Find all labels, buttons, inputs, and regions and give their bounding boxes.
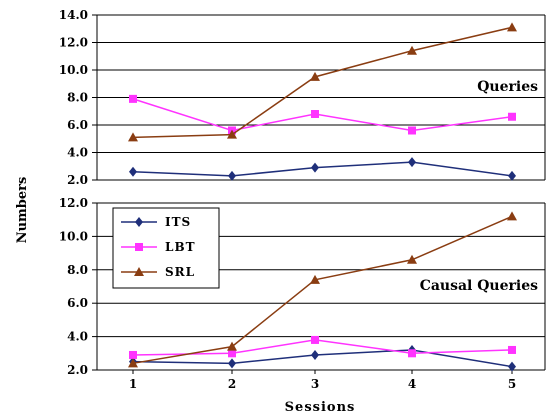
causal-queries-series-lbt-line (132, 339, 513, 356)
causal-queries-x-tick-label: 4 (408, 377, 416, 391)
queries-series-srl-line (132, 26, 513, 139)
causal-queries-series-srl-point (310, 274, 320, 284)
queries-panel-title: Queries (477, 79, 538, 95)
queries-series-lbt-line (132, 98, 513, 132)
causal-queries-series-lbt-point (311, 335, 319, 344)
causal-queries-series-srl-point (128, 358, 138, 368)
causal-queries-series-lbt-point (408, 349, 416, 358)
legend-lbt-marker (135, 243, 143, 251)
queries-y-tick-label: 12.0 (59, 36, 88, 50)
queries-series-lbt-point (508, 112, 516, 121)
queries-series-its-line (132, 161, 513, 177)
queries-series-its-point (228, 170, 236, 181)
causal-queries-x-tick-label: 5 (508, 377, 516, 391)
queries-series-its-point (311, 162, 319, 173)
causal-queries-series-srl-point (407, 254, 417, 264)
queries-series-srl-point (310, 71, 320, 81)
queries-series-its-point (129, 166, 137, 177)
causal-queries-series-lbt-point (129, 350, 137, 359)
queries-series-srl-point (407, 45, 417, 55)
legend-lbt-label: LBT (165, 240, 196, 254)
causal-queries-series-its-point (228, 358, 236, 369)
causal-queries-series-its-point (311, 349, 319, 360)
causal-queries-y-tick-label: 4.0 (67, 330, 88, 344)
causal-queries-y-tick-label: 6.0 (67, 296, 88, 310)
legend-srl-marker (134, 267, 144, 276)
causal-queries-x-tick-label: 2 (228, 377, 236, 391)
queries-y-tick-label: 2.0 (67, 173, 88, 187)
causal-queries-series-its-point (508, 361, 516, 372)
causal-queries-y-tick-label: 10.0 (59, 229, 88, 243)
causal-queries-y-tick-label: 12.0 (59, 196, 88, 210)
queries-panel: 2.0 4.0 6.0 8.0 10.0 12.0 14.0 Queries (59, 8, 546, 187)
causal-queries-series-lbt-point (228, 349, 236, 358)
causal-queries-series-srl-point (227, 341, 237, 351)
queries-y-tick-label: 6.0 (67, 118, 88, 132)
queries-y-tick-label: 8.0 (67, 91, 88, 105)
causal-queries-y-tick-label: 8.0 (67, 263, 88, 277)
legend-its-label: ITS (165, 215, 191, 229)
causal-queries-series-srl-point (507, 211, 517, 221)
queries-series-lbt-point (408, 126, 416, 135)
causal-queries-series-lbt-point (508, 345, 516, 354)
queries-y-tick-label: 10.0 (59, 63, 88, 77)
causal-queries-x-tick-label: 3 (311, 377, 319, 391)
queries-series-srl-point (507, 22, 517, 32)
queries-series-srl-point (227, 129, 237, 139)
queries-series-srl-point (128, 132, 138, 142)
queries-series-lbt-point (129, 94, 137, 103)
queries-series-its-point (508, 170, 516, 181)
y-axis-title: Numbers (15, 177, 30, 244)
causal-queries-panel: 2.0 4.0 6.0 8.0 10.0 12.0 1 2 3 4 5 Causal Queries I… (59, 196, 546, 391)
x-axis-title: Sessions (285, 400, 356, 415)
legend-srl-label: SRL (165, 265, 195, 279)
queries-series-its-point (408, 157, 416, 168)
queries-y-tick-label: 14.0 (59, 8, 88, 22)
queries-series-lbt-point (311, 110, 319, 118)
legend-its-marker (135, 217, 143, 227)
causal-queries-panel-title: Causal Queries (420, 278, 538, 294)
causal-queries-x-tick-label: 1 (129, 377, 137, 391)
causal-queries-y-tick-label: 2.0 (67, 363, 88, 377)
queries-y-tick-label: 4.0 (67, 146, 88, 160)
